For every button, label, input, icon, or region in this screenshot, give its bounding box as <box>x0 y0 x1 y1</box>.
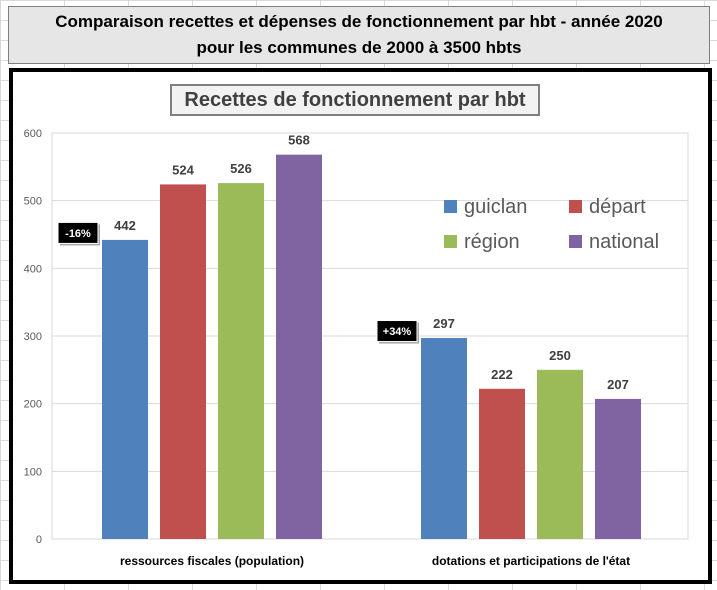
data-label: 524 <box>172 162 194 177</box>
legend-swatch <box>444 235 457 248</box>
y-tick-label: 0 <box>36 534 42 546</box>
bar <box>218 183 264 539</box>
x-category-label: ressources fiscales (population) <box>120 554 304 568</box>
data-label: 442 <box>114 218 136 233</box>
y-tick-label: 200 <box>24 399 42 411</box>
bar <box>595 398 641 539</box>
y-tick-label: 600 <box>24 128 42 140</box>
header-line-1: Comparaison recettes et dépenses de fonc… <box>55 12 663 31</box>
annotation-label: +34% <box>383 326 412 338</box>
bar <box>276 154 322 540</box>
chart-title: Recettes de fonctionnement par hbt <box>170 84 540 116</box>
y-tick-label: 500 <box>24 196 42 208</box>
annotation-badge <box>57 221 99 244</box>
page-header: Comparaison recettes et dépenses de fonc… <box>8 6 710 64</box>
legend-swatch <box>569 235 582 248</box>
header-line-2: pour les communes de 2000 à 3500 hbts <box>196 38 522 57</box>
bar <box>102 239 148 539</box>
y-tick-label: 300 <box>24 331 42 343</box>
legend-label: guiclan <box>464 196 527 218</box>
bar <box>160 184 206 539</box>
bar <box>537 369 583 539</box>
annotation-badge <box>376 320 418 343</box>
bar <box>479 388 525 539</box>
data-label: 207 <box>607 377 629 392</box>
legend-label: région <box>464 231 520 253</box>
data-label: 526 <box>230 161 252 176</box>
y-tick-label: 400 <box>24 263 42 275</box>
x-category-label: dotations et participations de l'état <box>432 554 630 568</box>
data-label: 297 <box>433 316 455 331</box>
legend-swatch <box>569 200 582 213</box>
y-tick-label: 100 <box>24 466 42 478</box>
data-label: 222 <box>491 367 513 382</box>
legend-label: national <box>589 231 659 253</box>
legend-swatch <box>444 200 457 213</box>
data-label: 250 <box>549 348 571 363</box>
data-label: 568 <box>288 133 310 148</box>
annotation-label: -16% <box>65 228 91 240</box>
bar <box>421 338 467 539</box>
legend-label: départ <box>589 196 646 218</box>
